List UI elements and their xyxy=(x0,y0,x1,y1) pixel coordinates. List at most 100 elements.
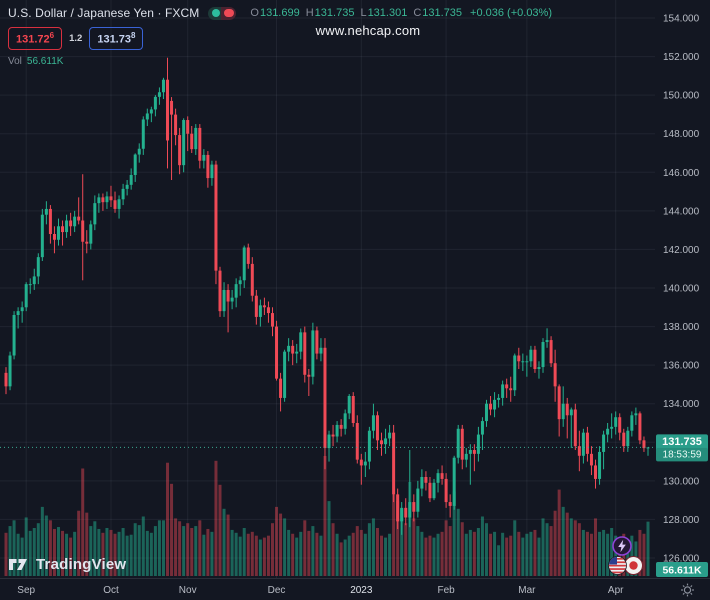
time-tick-label[interactable]: Oct xyxy=(103,585,119,596)
volume-bar xyxy=(275,506,279,576)
candle-body xyxy=(291,345,295,354)
volume-bar xyxy=(182,526,186,576)
volume-bar xyxy=(307,530,311,576)
candle-body xyxy=(517,355,521,362)
candle-body xyxy=(371,415,375,431)
candle-body xyxy=(129,174,133,185)
candle-body xyxy=(355,422,359,460)
time-scale[interactable]: Sep Oct Nov Dec 2023 Feb Mar Apr xyxy=(0,578,710,597)
usd-jpy-flags-icon[interactable] xyxy=(606,555,646,576)
volume-bar xyxy=(291,533,295,576)
candle-body xyxy=(416,488,420,512)
sell-bid-button[interactable]: 131.726 xyxy=(8,27,63,50)
volume-bar xyxy=(577,523,581,576)
volume-bar xyxy=(569,518,573,576)
time-tick-label[interactable]: Sep xyxy=(17,585,35,596)
volume-bar xyxy=(420,531,424,576)
candle-body xyxy=(311,330,315,377)
volume-bar xyxy=(149,532,153,576)
candle-body xyxy=(182,120,186,166)
candle-body xyxy=(81,220,85,242)
volume-bar xyxy=(190,528,194,576)
market-status-toggle[interactable] xyxy=(208,6,237,20)
candle-body xyxy=(275,326,279,379)
candle-body xyxy=(602,434,606,452)
candle-body xyxy=(157,92,161,97)
tradingview-logo-text: TradingView xyxy=(36,556,127,573)
volume-bar xyxy=(141,516,145,576)
volume-bar xyxy=(581,529,585,576)
time-tick-label[interactable]: Mar xyxy=(518,585,536,596)
lightning-bolt-icon[interactable] xyxy=(611,535,633,557)
volume-indicator-legend[interactable]: Vol 56.611K xyxy=(8,56,655,67)
candle-body xyxy=(198,127,202,161)
volume-bar xyxy=(408,481,412,576)
volume-bar xyxy=(392,494,396,576)
candle-body xyxy=(303,332,307,375)
candle-body xyxy=(69,220,73,227)
time-tick-label[interactable]: Dec xyxy=(268,585,286,596)
volume-bar xyxy=(36,523,40,576)
volume-bar xyxy=(606,533,610,576)
volume-bar xyxy=(198,520,202,576)
candle-body xyxy=(121,188,125,200)
volume-bar xyxy=(351,532,355,576)
candle-body xyxy=(404,507,408,518)
volume-bar xyxy=(174,518,178,576)
volume-badge-value: 56.611K xyxy=(662,565,702,577)
time-tick-label[interactable]: 2023 xyxy=(350,585,373,596)
time-tick-label[interactable]: Apr xyxy=(608,585,624,596)
candle-body xyxy=(448,502,452,506)
candle-body xyxy=(295,351,299,354)
candle-body xyxy=(145,113,149,120)
candle-body xyxy=(493,399,497,410)
volume-bar xyxy=(311,526,315,576)
time-axis-settings-gear-icon[interactable] xyxy=(679,582,696,598)
candle-body xyxy=(77,216,81,221)
time-tick-label[interactable]: Feb xyxy=(437,585,455,596)
candle-body xyxy=(8,355,12,387)
candle-body xyxy=(513,355,517,391)
volume-bar xyxy=(537,537,541,576)
volume-bar xyxy=(279,513,283,576)
candle-body xyxy=(331,434,335,437)
candle-body xyxy=(581,432,585,456)
candle-body xyxy=(432,482,436,499)
buy-ask-button[interactable]: 131.738 xyxy=(89,27,144,50)
volume-bar xyxy=(416,526,420,576)
candle-body xyxy=(85,241,89,244)
candle-body xyxy=(456,428,460,458)
candle-body xyxy=(380,440,384,445)
time-tick-label[interactable]: Nov xyxy=(179,585,197,596)
volume-bar xyxy=(331,523,335,576)
volume-bar xyxy=(456,508,460,576)
delayed-status-icon xyxy=(221,6,237,20)
volume-bar xyxy=(12,520,16,576)
candle-body xyxy=(412,502,416,512)
volume-bar xyxy=(166,462,170,576)
volume-bar xyxy=(513,520,517,576)
volume-bar xyxy=(589,533,593,576)
candle-body xyxy=(444,478,448,503)
volume-bar xyxy=(638,529,642,576)
volume-bar xyxy=(436,533,440,576)
candle-body xyxy=(141,119,145,149)
tradingview-logo[interactable]: TradingView xyxy=(8,556,126,573)
candle-body xyxy=(234,284,238,298)
candle-body xyxy=(36,257,40,277)
candle-body xyxy=(149,109,153,114)
volume-bar xyxy=(529,531,533,576)
candle-body xyxy=(618,417,622,433)
volume-bar xyxy=(359,529,363,576)
symbol-title[interactable]: U.S. Dollar / Japanese Yen · FXCM xyxy=(8,6,200,20)
candle-body xyxy=(89,224,93,244)
volume-bar xyxy=(299,531,303,576)
price-scale[interactable]: 154.000 152.000 150.000 148.000 146.000 144.0… xyxy=(663,14,700,565)
volume-bar xyxy=(452,491,456,576)
candle-body xyxy=(238,280,242,285)
candle-body xyxy=(133,154,137,175)
candle-body xyxy=(565,403,569,416)
candle-body xyxy=(420,476,424,489)
candle-body xyxy=(65,220,69,233)
